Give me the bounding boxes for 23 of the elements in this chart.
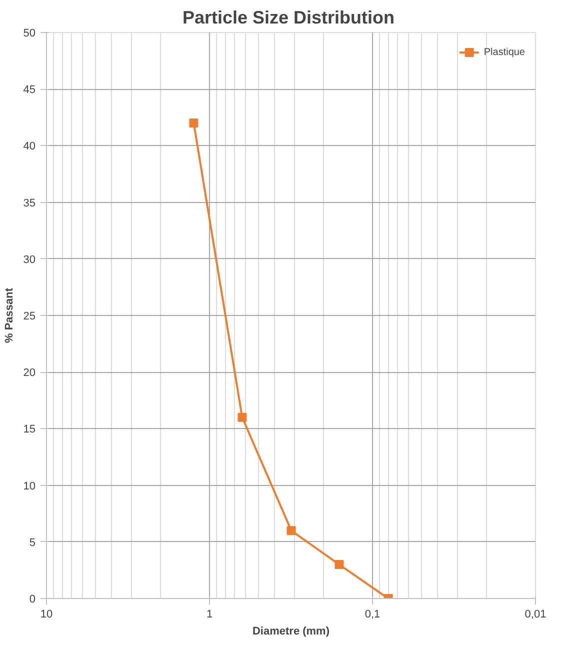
- y-tick-label: 10: [23, 480, 36, 492]
- point: [286, 526, 296, 536]
- x-axis-title: Diametre (mm): [252, 626, 330, 638]
- x-tick-label: 0,01: [524, 608, 546, 620]
- y-tick-label: 5: [29, 536, 36, 549]
- chart-title: Particle Size Distribution: [182, 8, 395, 28]
- legend-label: Plastique: [484, 46, 525, 58]
- y-tick-label: 35: [23, 197, 36, 210]
- y-tick-label: 25: [23, 310, 36, 322]
- x-tick-label: 0,1: [364, 608, 380, 620]
- y-tick-label: 45: [23, 84, 36, 96]
- y-tick-label: 40: [23, 140, 36, 153]
- point: [334, 560, 344, 570]
- x-tick-label: 10: [40, 608, 53, 620]
- y-tick-label: 0: [29, 594, 36, 606]
- y-axis-title: % Passant: [3, 288, 16, 344]
- point: [238, 412, 247, 422]
- point: [189, 118, 198, 128]
- y-tick-label: 15: [23, 424, 36, 436]
- y-tick-label: 50: [23, 28, 36, 40]
- y-tick-label: 20: [23, 367, 36, 380]
- y-tick-label: 30: [23, 254, 36, 266]
- x-tick-label: 1: [206, 608, 213, 620]
